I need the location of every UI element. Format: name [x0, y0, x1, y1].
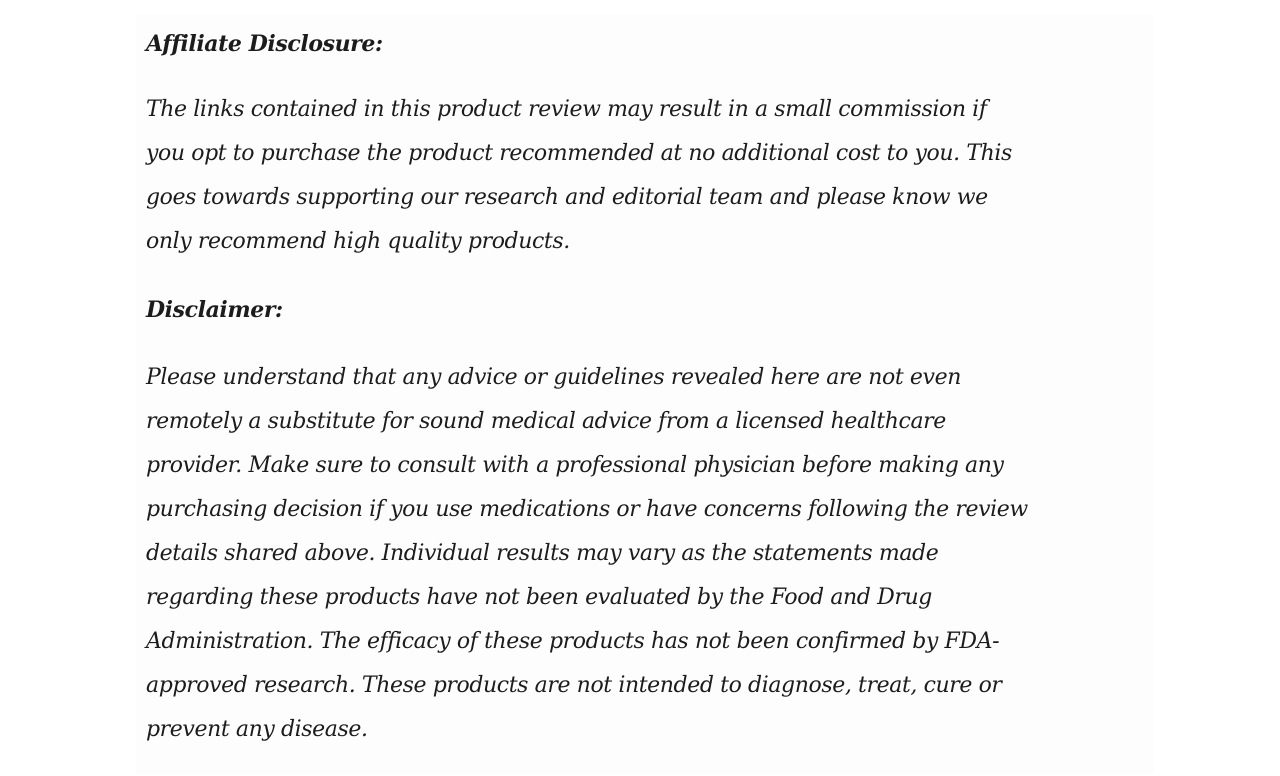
disclosure-container — [136, 14, 1154, 774]
text-line: only recommend high quality products. — [146, 229, 570, 254]
disclosure-content: Affiliate Disclosure: The links containe… — [146, 22, 1028, 776]
text-line: goes towards supporting our research and… — [146, 185, 988, 210]
affiliate-disclosure-heading: Affiliate Disclosure: — [146, 31, 383, 57]
disclaimer-heading: Disclaimer: — [146, 297, 283, 323]
affiliate-disclosure-text: The links contained in this product revi… — [146, 88, 1028, 264]
text-line: The links contained in this product revi… — [146, 97, 987, 122]
text-line: Please understand that any advice or gui… — [146, 365, 961, 390]
text-line: Administration. The efficacy of these pr… — [146, 629, 1000, 654]
text-line: details shared above. Individual results… — [146, 541, 939, 566]
text-line: prevent any disease. — [146, 717, 368, 742]
text-line: you opt to purchase the product recommen… — [146, 141, 1012, 166]
text-line: regarding these products have not been e… — [146, 585, 932, 610]
text-line: approved research. These products are no… — [146, 673, 1002, 698]
text-line: provider. Make sure to consult with a pr… — [146, 453, 1004, 478]
text-line: purchasing decision if you use medicatio… — [146, 497, 1028, 522]
text-line: remotely a substitute for sound medical … — [146, 409, 946, 434]
disclaimer-text: Please understand that any advice or gui… — [146, 356, 1028, 752]
